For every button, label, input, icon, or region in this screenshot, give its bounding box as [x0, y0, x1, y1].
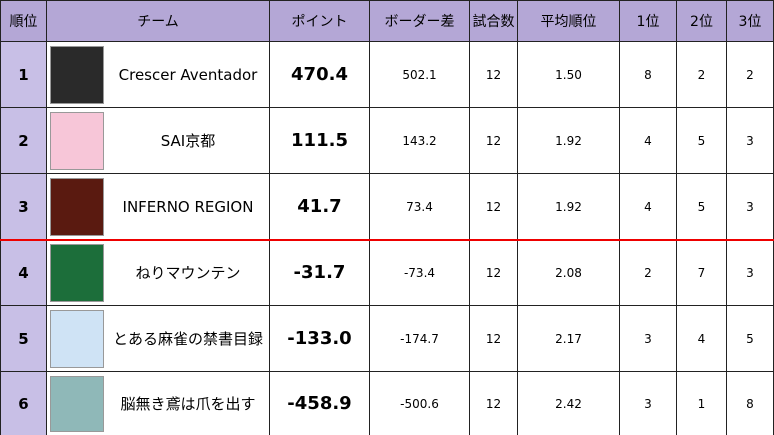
points: 470.4: [270, 42, 370, 108]
points: -31.7: [270, 240, 370, 306]
header-rank: 順位: [0, 0, 47, 42]
points: -133.0: [270, 306, 370, 372]
team-name: INFERNO REGION: [107, 174, 270, 240]
team-name: Crescer Aventador: [107, 42, 270, 108]
points: 41.7: [270, 174, 370, 240]
third: 5: [727, 306, 774, 372]
team-logo: [50, 46, 104, 104]
rank: 3: [0, 174, 47, 240]
third: 3: [727, 240, 774, 306]
border-diff: 143.2: [370, 108, 470, 174]
points: 111.5: [270, 108, 370, 174]
border-diff: -500.6: [370, 372, 470, 435]
logo-cell: [47, 42, 107, 108]
border-diff: -73.4: [370, 240, 470, 306]
team-logo: [50, 244, 104, 302]
team-logo: [50, 310, 104, 368]
first: 3: [620, 306, 677, 372]
border-line: [0, 239, 774, 241]
avg-rank: 1.50: [518, 42, 620, 108]
second: 1: [677, 372, 727, 435]
second: 5: [677, 174, 727, 240]
rank: 2: [0, 108, 47, 174]
first: 4: [620, 174, 677, 240]
points: -458.9: [270, 372, 370, 435]
logo-cell: [47, 306, 107, 372]
team-logo: [50, 112, 104, 170]
team-name: とある麻雀の禁書目録: [107, 306, 270, 372]
header-third: 3位: [727, 0, 774, 42]
games: 12: [470, 240, 518, 306]
team-name: 脳無き鳶は爪を出す: [107, 372, 270, 435]
games: 12: [470, 306, 518, 372]
first: 2: [620, 240, 677, 306]
team-name: SAI京都: [107, 108, 270, 174]
third: 8: [727, 372, 774, 435]
logo-cell: [47, 108, 107, 174]
avg-rank: 2.42: [518, 372, 620, 435]
header-border-diff: ボーダー差: [370, 0, 470, 42]
rank: 4: [0, 240, 47, 306]
header-points: ポイント: [270, 0, 370, 42]
second: 7: [677, 240, 727, 306]
avg-rank: 1.92: [518, 174, 620, 240]
header-avg-rank: 平均順位: [518, 0, 620, 42]
second: 2: [677, 42, 727, 108]
first: 8: [620, 42, 677, 108]
team-name: ねりマウンテン: [107, 240, 270, 306]
border-diff: 502.1: [370, 42, 470, 108]
rank: 6: [0, 372, 47, 435]
second: 4: [677, 306, 727, 372]
team-logo: [50, 178, 104, 236]
third: 3: [727, 174, 774, 240]
header-games: 試合数: [470, 0, 518, 42]
games: 12: [470, 174, 518, 240]
logo-cell: [47, 240, 107, 306]
games: 12: [470, 108, 518, 174]
rank: 5: [0, 306, 47, 372]
header-team-name: チーム: [47, 0, 270, 42]
team-logo: [50, 376, 104, 432]
header-first: 1位: [620, 0, 677, 42]
first: 3: [620, 372, 677, 435]
games: 12: [470, 42, 518, 108]
first: 4: [620, 108, 677, 174]
avg-rank: 1.92: [518, 108, 620, 174]
second: 5: [677, 108, 727, 174]
games: 12: [470, 372, 518, 435]
third: 3: [727, 108, 774, 174]
third: 2: [727, 42, 774, 108]
avg-rank: 2.17: [518, 306, 620, 372]
border-diff: -174.7: [370, 306, 470, 372]
rank: 1: [0, 42, 47, 108]
border-diff: 73.4: [370, 174, 470, 240]
header-second: 2位: [677, 0, 727, 42]
avg-rank: 2.08: [518, 240, 620, 306]
